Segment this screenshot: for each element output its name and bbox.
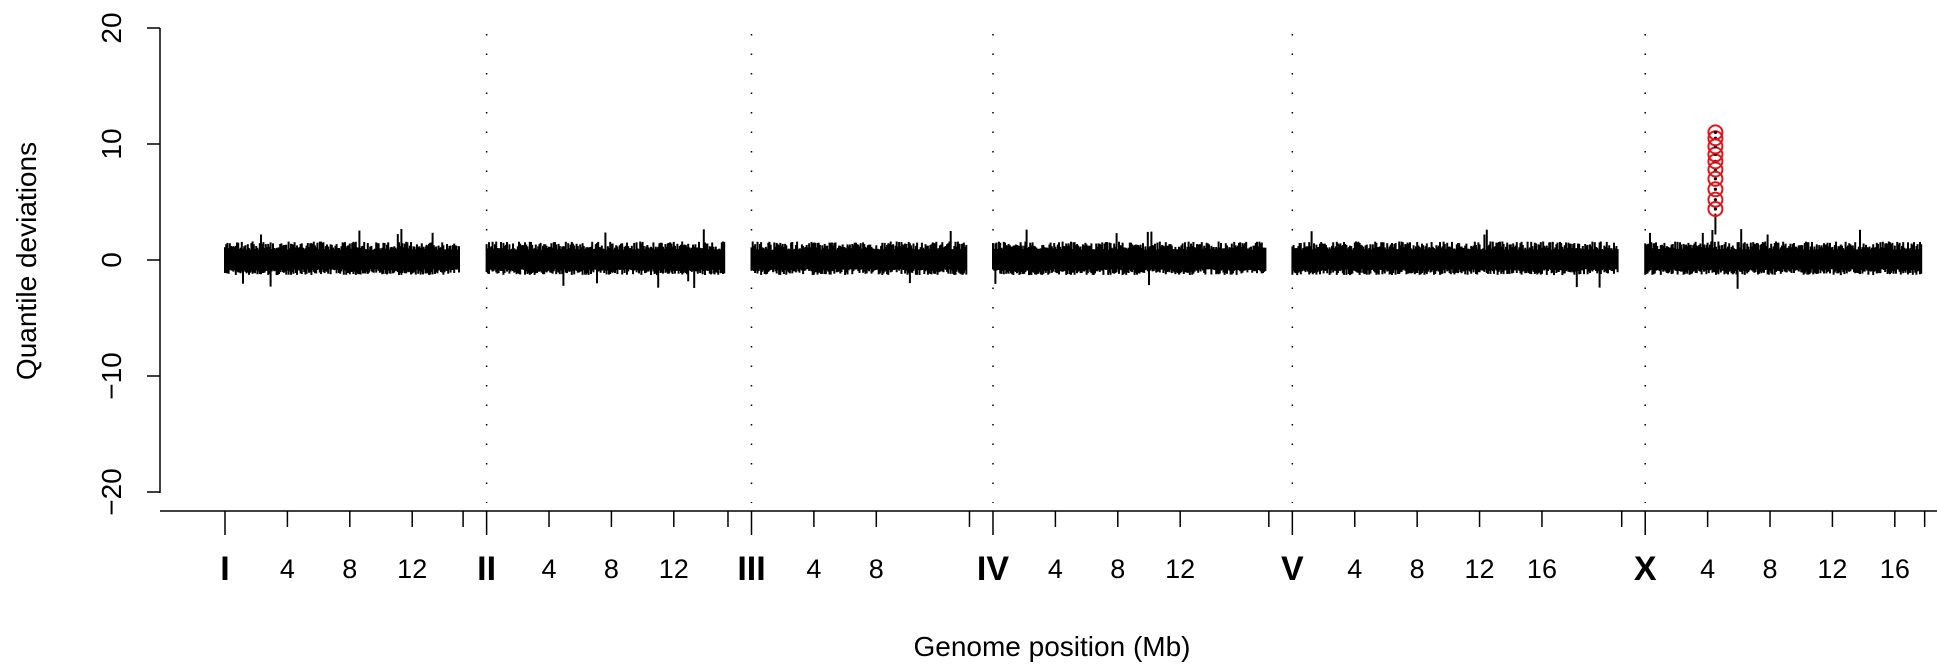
x-tick-label: 8 — [1410, 554, 1425, 584]
chromosome-label: V — [1281, 550, 1304, 588]
x-tick-label: 4 — [1700, 554, 1715, 584]
x-tick-label: 4 — [280, 554, 295, 584]
y-tick-label: −20 — [96, 468, 127, 516]
chromosome-label: I — [220, 550, 229, 588]
x-tick-label: 4 — [806, 554, 821, 584]
outlier-point — [1707, 181, 1724, 198]
x-axis-title: Genome position (Mb) — [913, 631, 1190, 662]
chromosome-label: II — [477, 550, 496, 588]
x-axis: I 4 8 12 II 4 8 12 III 4 8 IV 4 8 12 V 4 8 12 16 X 4 8 12 16 — [220, 511, 1926, 588]
x-tick-label: 4 — [1347, 554, 1362, 584]
outlier-points — [1707, 124, 1724, 235]
outlier-center — [1713, 187, 1718, 191]
chromosome-label: IV — [977, 550, 1009, 588]
x-tick-label: 8 — [1763, 554, 1778, 584]
outlier-point — [1707, 200, 1724, 217]
outlier-center — [1713, 207, 1718, 211]
y-axis-title: Quantile deviations — [11, 142, 42, 380]
x-tick-label: 12 — [659, 554, 689, 584]
outlier-center — [1713, 198, 1718, 202]
x-tick-label: 12 — [1465, 554, 1495, 584]
outlier-center — [1713, 177, 1718, 181]
y-axis: −20 −10 0 10 20 — [96, 12, 160, 516]
x-tick-label: 8 — [1110, 554, 1125, 584]
y-tick-label: 10 — [96, 128, 127, 159]
x-tick-label: 12 — [397, 554, 427, 584]
x-tick-label: 16 — [1527, 554, 1557, 584]
y-tick-label: 0 — [96, 252, 127, 268]
outlier-point — [1707, 124, 1724, 141]
x-tick-label: 12 — [1817, 554, 1847, 584]
chromosome-label: X — [1634, 550, 1657, 588]
x-tick-label: 16 — [1880, 554, 1910, 584]
x-tick-label: 4 — [1048, 554, 1063, 584]
x-tick-label: 8 — [869, 554, 884, 584]
outlier-center — [1713, 130, 1718, 134]
x-tick-label: 8 — [342, 554, 357, 584]
x-tick-label: 12 — [1165, 554, 1195, 584]
data-points — [224, 229, 1923, 289]
y-tick-label: −10 — [96, 352, 127, 400]
outlier-point — [1707, 191, 1724, 208]
y-tick-label: 20 — [96, 12, 127, 43]
x-tick-label: 8 — [604, 554, 619, 584]
x-tick-label: 4 — [541, 554, 556, 584]
chromosome-label: III — [737, 550, 765, 588]
outlier-point — [1707, 170, 1724, 187]
